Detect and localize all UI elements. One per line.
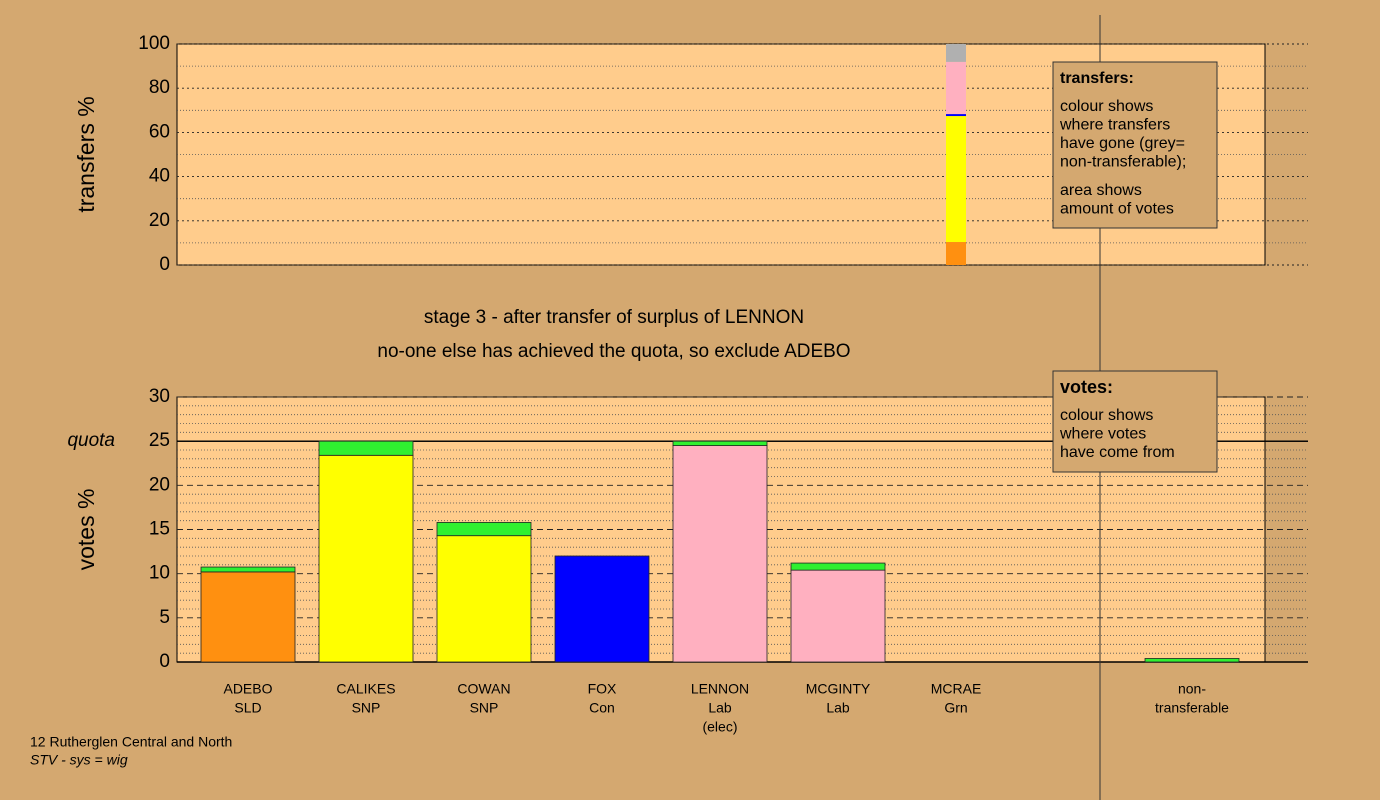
legend-box	[1052, 370, 1218, 473]
y-tick-label: 0	[159, 651, 170, 672]
quota-label: quota	[67, 430, 115, 451]
x-tick-label: CALIKES	[336, 681, 395, 697]
y-axis-label: votes %	[73, 489, 99, 571]
x-tick-label: FOX	[588, 681, 617, 697]
footer: 12 Rutherglen Central and North	[30, 734, 232, 750]
bar-segment	[790, 569, 886, 663]
y-tick-label: 20	[149, 474, 170, 495]
legend-text: colour shows	[1060, 98, 1153, 115]
x-tick-label: non-	[1178, 681, 1206, 697]
legend-text: where transfers	[1059, 117, 1170, 134]
y-axis-label: transfers %	[73, 96, 99, 212]
x-tick-label: SNP	[352, 700, 381, 716]
y-tick-label: 20	[149, 210, 170, 231]
y-tick-label: 25	[149, 430, 170, 451]
legend-text: non-transferable);	[1060, 154, 1186, 171]
bar-segment	[946, 61, 966, 115]
x-tick-label: Con	[589, 700, 615, 716]
x-tick-label: Lab	[708, 700, 732, 716]
chart-title: stage 3 - after transfer of surplus of L…	[424, 307, 804, 328]
bar-segment	[946, 44, 966, 62]
y-tick-label: 5	[159, 607, 170, 628]
x-tick-label: transferable	[1155, 700, 1229, 716]
bar-segment	[200, 566, 296, 573]
legend-text: area shows	[1060, 182, 1142, 199]
legend-text: amount of votes	[1060, 201, 1174, 218]
x-tick-label: MCRAE	[931, 681, 982, 697]
y-tick-label: 15	[149, 519, 170, 540]
y-tick-label: 0	[159, 254, 170, 275]
x-tick-label: SLD	[234, 700, 261, 716]
footer: STV - sys = wig	[30, 752, 128, 768]
bar-segment	[946, 114, 966, 117]
bar-segment	[318, 440, 414, 456]
bar-segment	[672, 440, 768, 446]
bar-segment	[436, 522, 532, 537]
x-tick-label: (elec)	[702, 719, 737, 735]
y-tick-label: 60	[149, 121, 170, 142]
chart-title: no-one else has achieved the quota, so e…	[377, 341, 850, 362]
x-tick-label: LENNON	[691, 681, 749, 697]
x-tick-label: Grn	[944, 700, 967, 716]
y-tick-label: 40	[149, 166, 170, 187]
legend-box	[1052, 61, 1218, 229]
x-tick-label: ADEBO	[223, 681, 272, 697]
bar-segment	[554, 555, 650, 663]
y-tick-label: 30	[149, 386, 170, 407]
legend-text: have gone (grey=	[1060, 135, 1185, 152]
bar-segment	[790, 562, 886, 571]
bar-segment	[1144, 658, 1240, 663]
bar-segment	[436, 535, 532, 663]
y-tick-label: 100	[138, 33, 170, 54]
legend-text: colour shows	[1060, 407, 1153, 424]
x-tick-label: SNP	[470, 700, 499, 716]
bar-segment	[946, 116, 966, 243]
legend-text: where votes	[1059, 426, 1146, 443]
bar-segment	[946, 242, 966, 265]
bar-segment	[318, 454, 414, 663]
y-tick-label: 10	[149, 563, 170, 584]
x-tick-label: COWAN	[457, 681, 510, 697]
y-tick-label: 80	[149, 77, 170, 98]
x-tick-label: MCGINTY	[806, 681, 871, 697]
bar-segment	[200, 571, 296, 663]
bar-segment	[672, 445, 768, 663]
legend-title: votes:	[1060, 377, 1113, 397]
legend-title: transfers:	[1060, 70, 1134, 87]
legend-text: have come from	[1060, 444, 1175, 461]
x-tick-label: Lab	[826, 700, 850, 716]
